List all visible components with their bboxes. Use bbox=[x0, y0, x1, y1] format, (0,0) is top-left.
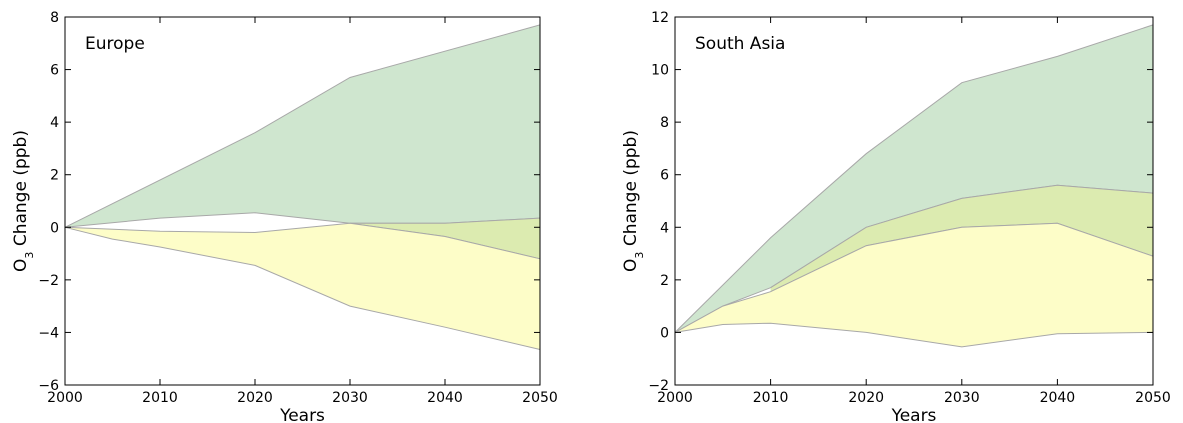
y-axis-title-main: O bbox=[11, 259, 31, 272]
y-tick-label: 10 bbox=[651, 63, 669, 79]
y-axis-title-main: O bbox=[621, 259, 641, 272]
panel-title: South Asia bbox=[695, 34, 785, 54]
band-green bbox=[675, 24, 1153, 333]
band-yellow-upper-edge bbox=[674, 222, 1154, 333]
band-yellow bbox=[65, 223, 540, 350]
band-lime bbox=[770, 185, 1153, 292]
y-tick-label: 8 bbox=[50, 10, 59, 26]
y-tick-label: 12 bbox=[651, 10, 669, 26]
y-axis-title-subscript: 3 bbox=[23, 252, 36, 259]
x-axis-title: Years bbox=[891, 406, 937, 423]
y-tick-label: −6 bbox=[38, 378, 59, 394]
y-tick-label: 6 bbox=[660, 168, 669, 184]
x-tick-label: 2030 bbox=[944, 390, 980, 406]
x-tick-label: 2000 bbox=[657, 390, 693, 406]
y-tick-label: 2 bbox=[50, 168, 59, 184]
y-tick-label: 6 bbox=[50, 63, 59, 79]
y-tick-label: 4 bbox=[660, 220, 669, 236]
band-green-upper-edge bbox=[64, 24, 541, 228]
band-yellow-lower-edge bbox=[64, 226, 541, 350]
plot-frame bbox=[64, 16, 541, 386]
band-green-upper-edge bbox=[674, 24, 1154, 333]
y-tick-label: −4 bbox=[38, 325, 59, 341]
x-tick-label: 2020 bbox=[848, 390, 884, 406]
plot-frame bbox=[674, 16, 1154, 386]
y-tick-label: 8 bbox=[660, 115, 669, 131]
x-tick-label: 2010 bbox=[753, 390, 789, 406]
chart-panel-1: 2000 2010 2020 2030 2040 2050 −6 −4 −2 0 2 4 6 8 Europ… bbox=[11, 10, 558, 423]
band-yellow-upper-edge bbox=[64, 222, 541, 260]
x-tick-label: 2020 bbox=[237, 390, 273, 406]
band-lime-upper-edge bbox=[350, 217, 541, 224]
band-lime bbox=[350, 218, 540, 259]
y-axis-title: O3 Change (ppb) bbox=[11, 130, 36, 272]
y-tick-label: −2 bbox=[38, 273, 59, 289]
panel-title: Europe bbox=[85, 34, 145, 54]
band-yellow-lower-edge bbox=[674, 322, 1154, 348]
y-axis-title: O3 Change (ppb) bbox=[621, 130, 646, 272]
chart-panel-2: 2000 2010 2020 2030 2040 2050 −2 0 2 4 6 8 10 12 South… bbox=[621, 10, 1171, 423]
x-tick-label: 2030 bbox=[332, 390, 368, 406]
y-tick-label: 4 bbox=[50, 115, 59, 131]
x-axis-title: Years bbox=[279, 406, 325, 423]
y-axis-title-rest: Change (ppb) bbox=[621, 130, 641, 252]
x-tick-label: 2010 bbox=[142, 390, 178, 406]
band-yellow bbox=[675, 223, 1153, 347]
y-axis-title-subscript: 3 bbox=[633, 252, 646, 259]
band-green bbox=[65, 24, 540, 228]
y-tick-label: −2 bbox=[648, 378, 669, 394]
y-tick-label: 0 bbox=[660, 325, 669, 341]
x-tick-label: 2000 bbox=[47, 390, 83, 406]
y-tick-label: 2 bbox=[660, 273, 669, 289]
band-lime-upper-edge bbox=[770, 184, 1154, 289]
y-tick-label: 0 bbox=[50, 220, 59, 236]
x-tick-label: 2050 bbox=[522, 390, 558, 406]
x-tick-label: 2040 bbox=[427, 390, 463, 406]
x-tick-label: 2050 bbox=[1135, 390, 1171, 406]
y-axis-title-rest: Change (ppb) bbox=[11, 130, 31, 252]
x-tick-label: 2040 bbox=[1040, 390, 1076, 406]
